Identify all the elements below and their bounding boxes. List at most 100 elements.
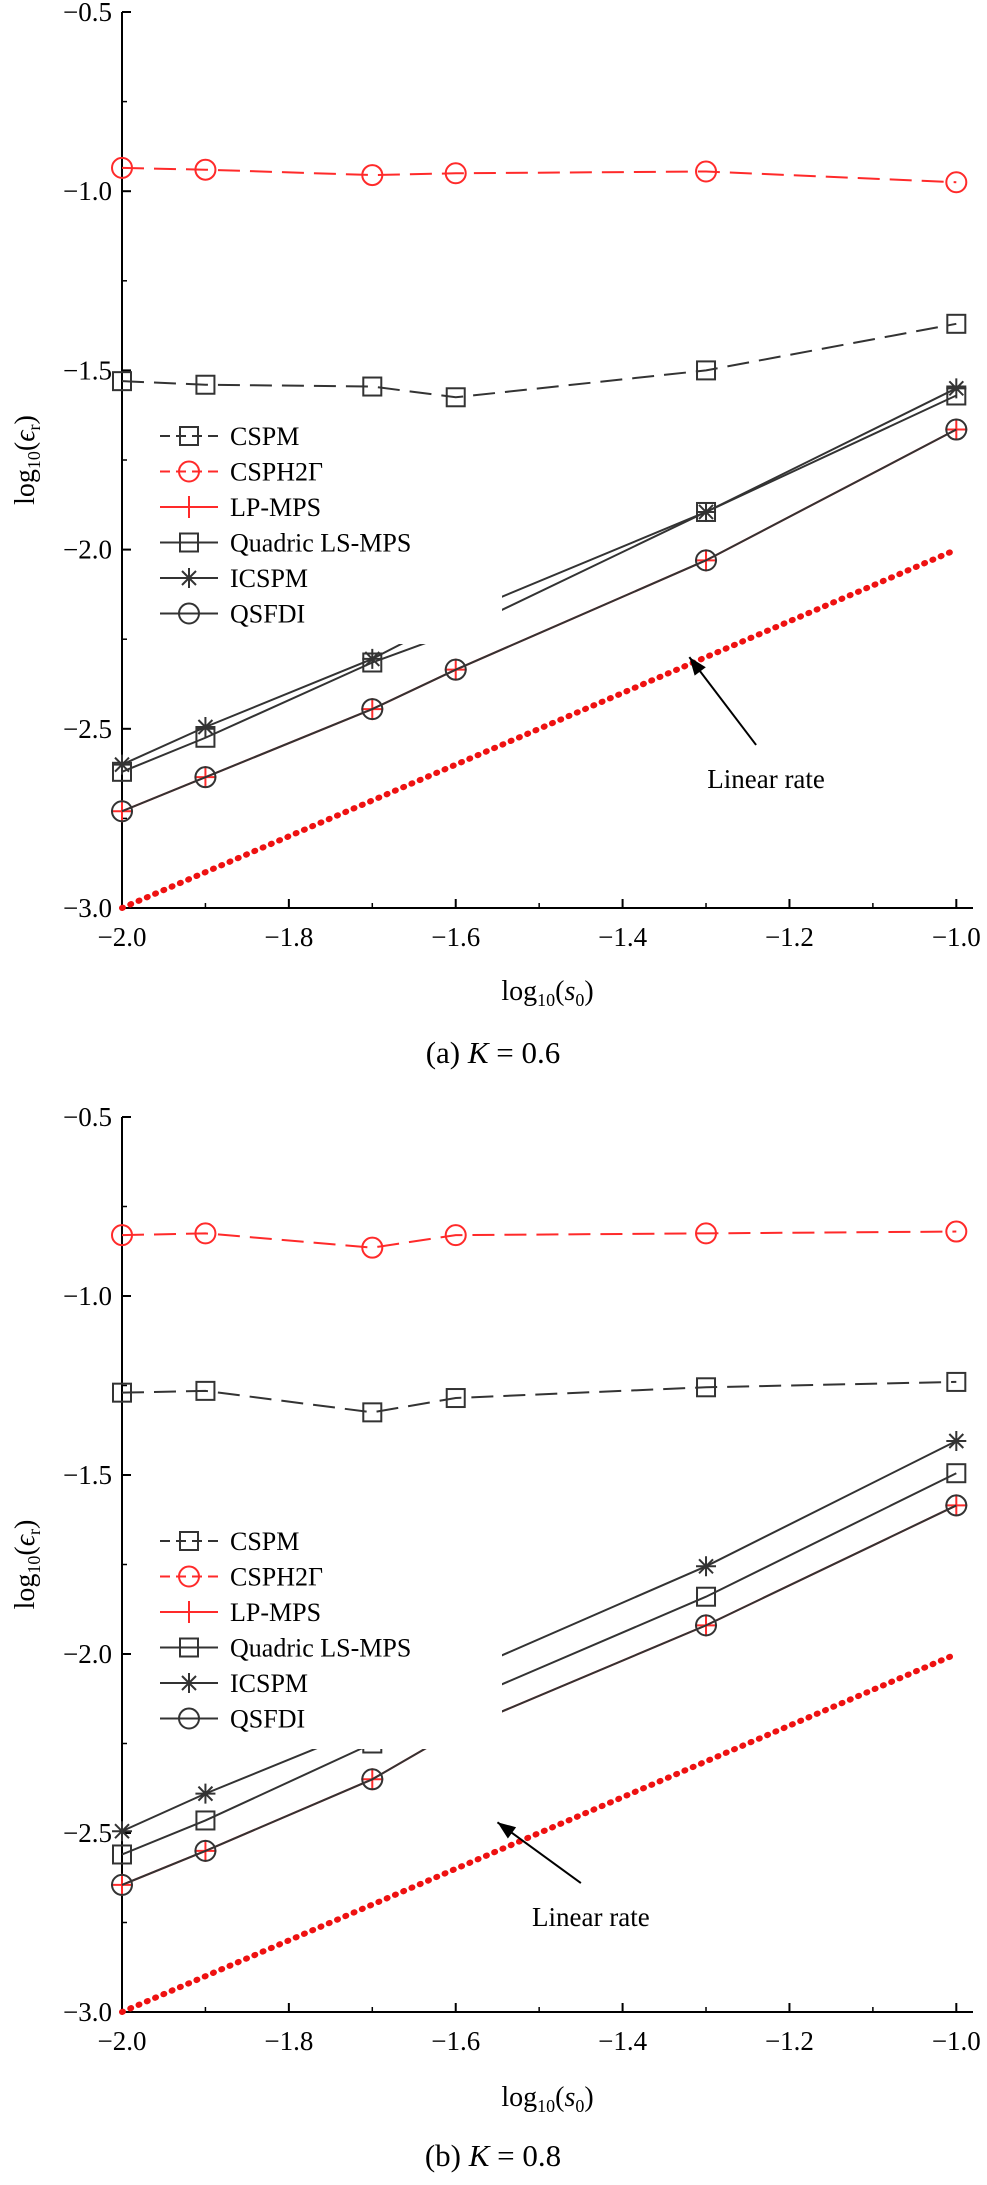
data-point [362, 648, 383, 669]
data-point [111, 1224, 133, 1247]
data-point [945, 418, 968, 441]
legend-marker [178, 1601, 200, 1623]
data-point [111, 1873, 133, 1896]
y-tick-label: −2.5 [63, 1818, 112, 1848]
x-tick-label: −1.0 [932, 922, 981, 952]
legend-background [152, 416, 502, 644]
data-point [195, 374, 216, 395]
legend-marker [179, 568, 199, 588]
data-point [696, 1377, 717, 1398]
data-point [194, 1222, 217, 1245]
data-point [444, 658, 467, 681]
data-point [696, 1586, 717, 1607]
series-cspm [112, 313, 967, 408]
data-point [112, 1844, 132, 1865]
y-tick-label: −1.5 [63, 355, 112, 385]
x-tick-label: −2.0 [98, 922, 147, 952]
x-tick-label: −1.2 [765, 922, 814, 952]
data-point [361, 164, 384, 187]
legend-label: ICSPM [230, 564, 308, 593]
data-point [111, 800, 133, 823]
figure-caption: (a) K = 0.6 [426, 1035, 561, 1070]
legend-marker [178, 1565, 200, 1588]
data-point [946, 1430, 967, 1451]
x-tick-label: −1.0 [932, 2026, 981, 2056]
data-point [112, 754, 132, 775]
annotation-arrowhead [689, 657, 706, 676]
data-point [112, 371, 132, 392]
data-point [194, 1839, 217, 1862]
legend-label: CSPH2Γ [230, 458, 323, 487]
y-tick-label: −0.5 [63, 1102, 112, 1132]
series-line [121, 322, 957, 399]
legend-marker [178, 1707, 200, 1730]
x-tick-label: −1.8 [264, 922, 313, 952]
data-point [696, 501, 717, 522]
y-tick-label: −3.0 [63, 1997, 112, 2027]
data-point [695, 160, 718, 183]
y-tick-label: −2.5 [63, 714, 112, 744]
data-point [695, 549, 718, 572]
series-line [121, 428, 957, 813]
x-tick-label: −1.6 [431, 2026, 480, 2056]
legend-label: LP-MPS [230, 1598, 321, 1627]
legend-label: CSPM [230, 422, 299, 451]
annotation-label: Linear rate [707, 764, 825, 794]
legend-marker [178, 496, 200, 518]
data-point [695, 1614, 718, 1637]
legend-marker [179, 1673, 199, 1693]
data-point [946, 1371, 967, 1392]
data-point [362, 1402, 383, 1423]
x-tick-label: −1.2 [765, 2026, 814, 2056]
data-point [946, 1463, 967, 1484]
legend-background [152, 1521, 502, 1749]
data-point [945, 1494, 968, 1517]
x-axis-label: log10(s0) [501, 976, 593, 1010]
data-point [195, 1783, 216, 1804]
y-axis-label: log10(ϵr) [10, 415, 44, 505]
data-point [194, 766, 217, 789]
y-tick-label: −0.5 [63, 0, 112, 27]
chart-panel-b: −3.0 −2.5 −2.0 −1.5 −1.0 −0.5 −2.0 −1.8 −1.6 −1.4… [10, 1102, 981, 2173]
data-point [945, 1220, 968, 1243]
data-point [945, 418, 968, 441]
data-point [362, 376, 383, 397]
annotation-arrow [688, 656, 757, 746]
legend-marker [179, 532, 199, 553]
y-axis-label: log10(ϵr) [10, 1520, 44, 1610]
series-line [121, 166, 957, 184]
data-point [945, 171, 968, 194]
data-point [946, 378, 967, 399]
data-point [945, 1494, 968, 1517]
x-axis-label: log10(s0) [501, 2082, 593, 2116]
legend: CSPM CSPH2Γ LP-MPS Quadric LS-MPS ICSPM QSFDI [152, 416, 502, 644]
data-point [194, 158, 217, 181]
legend-marker [178, 602, 200, 625]
x-tick-label: −1.6 [431, 922, 480, 952]
series-csph2- [111, 1220, 968, 1259]
data-point [696, 1556, 717, 1577]
legend-label: QSFDI [230, 1705, 305, 1734]
legend-label: LP-MPS [230, 493, 321, 522]
linear-rate-line [119, 546, 960, 911]
legend-label: QSFDI [230, 600, 305, 629]
data-point [445, 387, 466, 408]
data-point [946, 313, 967, 334]
y-tick-label: −1.0 [63, 1281, 112, 1311]
annotation-arrowhead [497, 1822, 517, 1839]
series-line [121, 1380, 957, 1414]
annotation-label: Linear rate [532, 1902, 650, 1932]
y-tick-label: −2.0 [63, 535, 112, 565]
series-line [121, 1230, 957, 1249]
legend-label: CSPM [230, 1527, 299, 1556]
data-point [112, 1382, 132, 1403]
series-cspm [112, 1371, 967, 1423]
legend-label: Quadric LS-MPS [230, 529, 411, 558]
x-tick-label: −2.0 [98, 2026, 147, 2056]
data-point [444, 162, 467, 185]
data-point [112, 1821, 132, 1842]
series-line [121, 394, 957, 773]
data-point [361, 698, 384, 721]
